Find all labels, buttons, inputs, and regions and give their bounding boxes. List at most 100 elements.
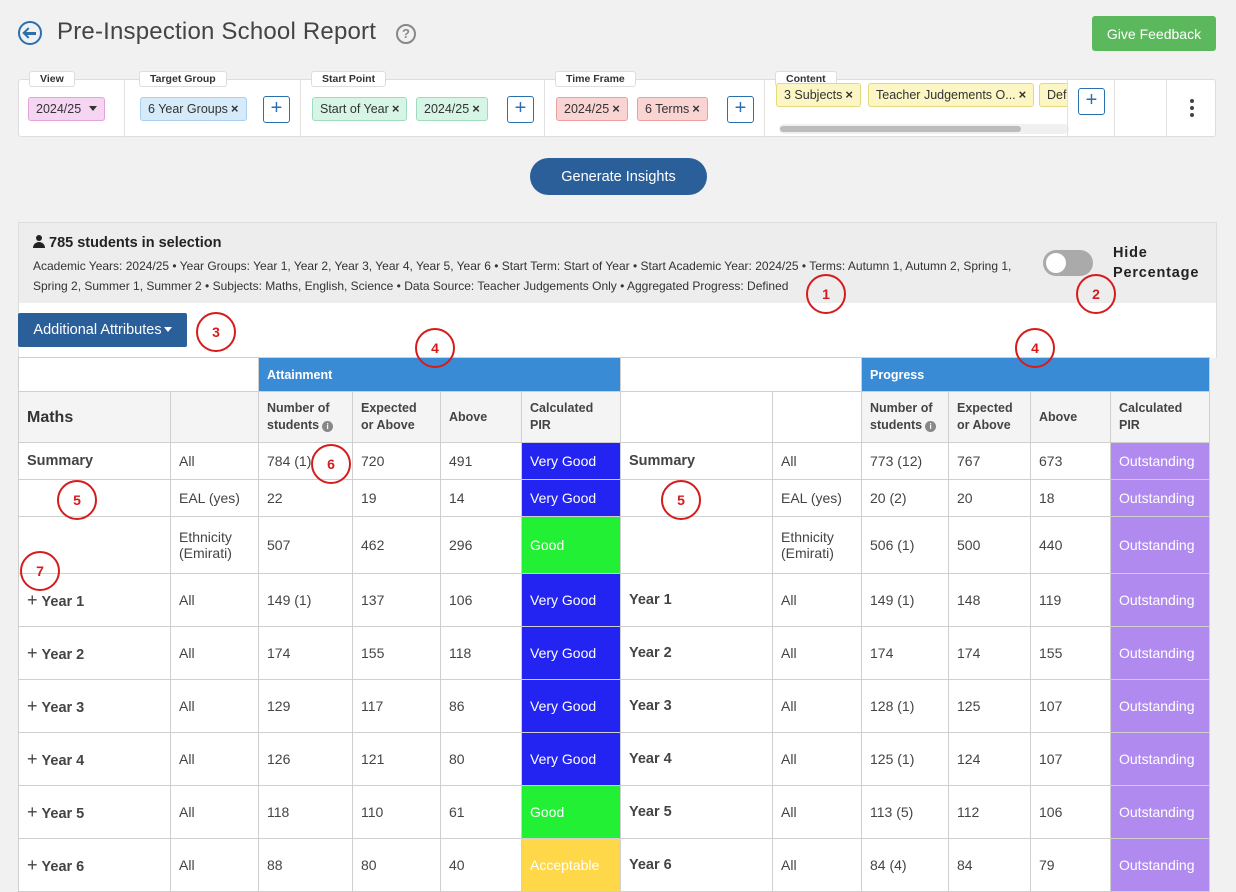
header-label: Number of students bbox=[267, 401, 330, 432]
table-row: + Year 6 All 88 80 40 Acceptable Year 6 All 84 (4… bbox=[18, 838, 1210, 892]
attainment-number: 149 (1) bbox=[258, 573, 353, 627]
content-scrollbar[interactable] bbox=[779, 124, 1069, 134]
row-label[interactable]: + Year 1 bbox=[18, 573, 171, 627]
progress-number: 506 (1) bbox=[861, 516, 949, 574]
progress-pir: Outstanding bbox=[1110, 626, 1210, 680]
progress-number: 149 (1) bbox=[861, 573, 949, 627]
chip-time-terms[interactable]: 6 Terms × bbox=[637, 97, 708, 121]
chip-data-source[interactable]: Teacher Judgements O... × bbox=[868, 83, 1035, 107]
expand-icon[interactable]: + bbox=[27, 695, 38, 716]
progress-above: 107 bbox=[1030, 732, 1111, 786]
annotation-marker: 4 bbox=[1015, 328, 1055, 368]
row-label[interactable]: + Year 6 bbox=[18, 838, 171, 892]
info-icon[interactable]: i bbox=[925, 421, 937, 432]
attainment-expected: 110 bbox=[352, 785, 441, 839]
progress-row-group: All bbox=[772, 679, 862, 733]
row-group: All bbox=[170, 785, 259, 839]
view-select[interactable]: 2024/25 bbox=[28, 97, 105, 121]
expand-icon[interactable]: + bbox=[27, 854, 38, 875]
scrollbar-thumb[interactable] bbox=[780, 126, 1021, 132]
table-row: + Year 1 All 149 (1) 137 106 Very Good Year 1 Al… bbox=[18, 573, 1210, 627]
attainment-number: 126 bbox=[258, 732, 353, 786]
remove-icon[interactable]: × bbox=[612, 101, 620, 116]
add-content-button[interactable]: + bbox=[1078, 88, 1105, 115]
progress-row-label: Year 2 bbox=[620, 626, 773, 680]
progress-row-group: EAL (yes) bbox=[772, 479, 862, 517]
progress-number: 84 (4) bbox=[861, 838, 949, 892]
generate-insights-button[interactable]: Generate Insights bbox=[530, 158, 707, 195]
attainment-above: 61 bbox=[440, 785, 522, 839]
chip-progress[interactable]: Def bbox=[1039, 83, 1067, 107]
table-row: + Year 2 All 174 155 118 Very Good Year 2 All 174… bbox=[18, 626, 1210, 680]
annotation-marker: 6 bbox=[311, 444, 351, 484]
additional-attributes-label: Additional Attributes bbox=[33, 322, 162, 338]
info-icon[interactable]: i bbox=[322, 421, 334, 432]
expand-icon[interactable]: + bbox=[27, 748, 38, 769]
row-label[interactable]: + Year 4 bbox=[18, 732, 171, 786]
chip-label: Start of Year bbox=[320, 102, 389, 116]
progress-number: 128 (1) bbox=[861, 679, 949, 733]
header-expected-or-above: Expected or Above bbox=[352, 391, 441, 443]
back-arrow-icon[interactable] bbox=[18, 21, 42, 45]
row-group: All bbox=[170, 732, 259, 786]
chip-start-year[interactable]: 2024/25 × bbox=[416, 97, 488, 121]
progress-row-label bbox=[620, 516, 773, 574]
row-label[interactable]: + Year 2 bbox=[18, 626, 171, 680]
help-icon[interactable]: ? bbox=[396, 24, 416, 44]
add-target-group-button[interactable]: + bbox=[263, 96, 290, 123]
annotation-marker: 5 bbox=[57, 480, 97, 520]
more-options-icon[interactable] bbox=[1189, 99, 1195, 119]
progress-row-group: All bbox=[772, 785, 862, 839]
chip-subjects[interactable]: 3 Subjects × bbox=[776, 83, 861, 107]
remove-icon[interactable]: × bbox=[391, 101, 400, 116]
attainment-above: 491 bbox=[440, 442, 522, 480]
expand-icon[interactable]: + bbox=[27, 642, 38, 663]
filter-bar: View 2024/25 Target Group 6 Year Groups ×… bbox=[18, 71, 1216, 138]
header-expected-or-above: Expected or Above bbox=[948, 391, 1031, 443]
additional-attributes-button[interactable]: Additional Attributes bbox=[18, 313, 187, 347]
chip-start-of-year[interactable]: Start of Year × bbox=[312, 97, 408, 121]
progress-expected: 125 bbox=[948, 679, 1031, 733]
progress-row-group: All bbox=[772, 732, 862, 786]
attainment-above: 296 bbox=[440, 516, 522, 574]
hide-percentage-label: Hide Percentage bbox=[1113, 245, 1200, 281]
hide-percentage-toggle[interactable] bbox=[1043, 250, 1093, 276]
progress-row-group: All bbox=[772, 573, 862, 627]
expand-icon[interactable]: + bbox=[27, 801, 38, 822]
chip-time-year[interactable]: 2024/25 × bbox=[556, 97, 628, 121]
content-chip-scroller[interactable]: 3 Subjects × Teacher Judgements O... × Def bbox=[765, 80, 1067, 124]
row-label[interactable]: + Year 5 bbox=[18, 785, 171, 839]
attainment-number: 88 bbox=[258, 838, 353, 892]
remove-icon[interactable]: × bbox=[692, 101, 700, 116]
row-group: EAL (yes) bbox=[170, 479, 259, 517]
annotation-marker: 5 bbox=[661, 480, 701, 520]
remove-icon[interactable]: × bbox=[845, 87, 853, 102]
add-time-frame-button[interactable]: + bbox=[727, 96, 754, 123]
progress-row-group: All bbox=[772, 442, 862, 480]
row-label: Summary bbox=[18, 442, 171, 480]
progress-above: 440 bbox=[1030, 516, 1111, 574]
progress-above: 106 bbox=[1030, 785, 1111, 839]
row-label[interactable]: + Year 3 bbox=[18, 679, 171, 733]
row-group: All bbox=[170, 679, 259, 733]
attainment-pir: Good bbox=[521, 785, 621, 839]
give-feedback-button[interactable]: Give Feedback bbox=[1092, 16, 1216, 51]
attainment-number: 174 bbox=[258, 626, 353, 680]
remove-icon[interactable]: × bbox=[472, 101, 480, 116]
add-start-point-button[interactable]: + bbox=[507, 96, 534, 123]
attainment-above: 80 bbox=[440, 732, 522, 786]
attainment-above: 86 bbox=[440, 679, 522, 733]
progress-expected: 174 bbox=[948, 626, 1031, 680]
progress-pir: Outstanding bbox=[1110, 442, 1210, 480]
progress-expected: 84 bbox=[948, 838, 1031, 892]
attainment-pir: Good bbox=[521, 516, 621, 574]
remove-icon[interactable]: × bbox=[230, 101, 239, 116]
attainment-pir: Very Good bbox=[521, 626, 621, 680]
filter-time-frame: Time Frame 2024/25 × 6 Terms × + bbox=[545, 71, 765, 138]
chip-target-group[interactable]: 6 Year Groups × bbox=[140, 97, 247, 121]
expand-icon[interactable]: + bbox=[27, 589, 38, 610]
progress-above: 79 bbox=[1030, 838, 1111, 892]
filter-content-add: + bbox=[1067, 80, 1115, 138]
chip-label: 2024/25 bbox=[424, 102, 470, 116]
remove-icon[interactable]: × bbox=[1018, 87, 1027, 102]
